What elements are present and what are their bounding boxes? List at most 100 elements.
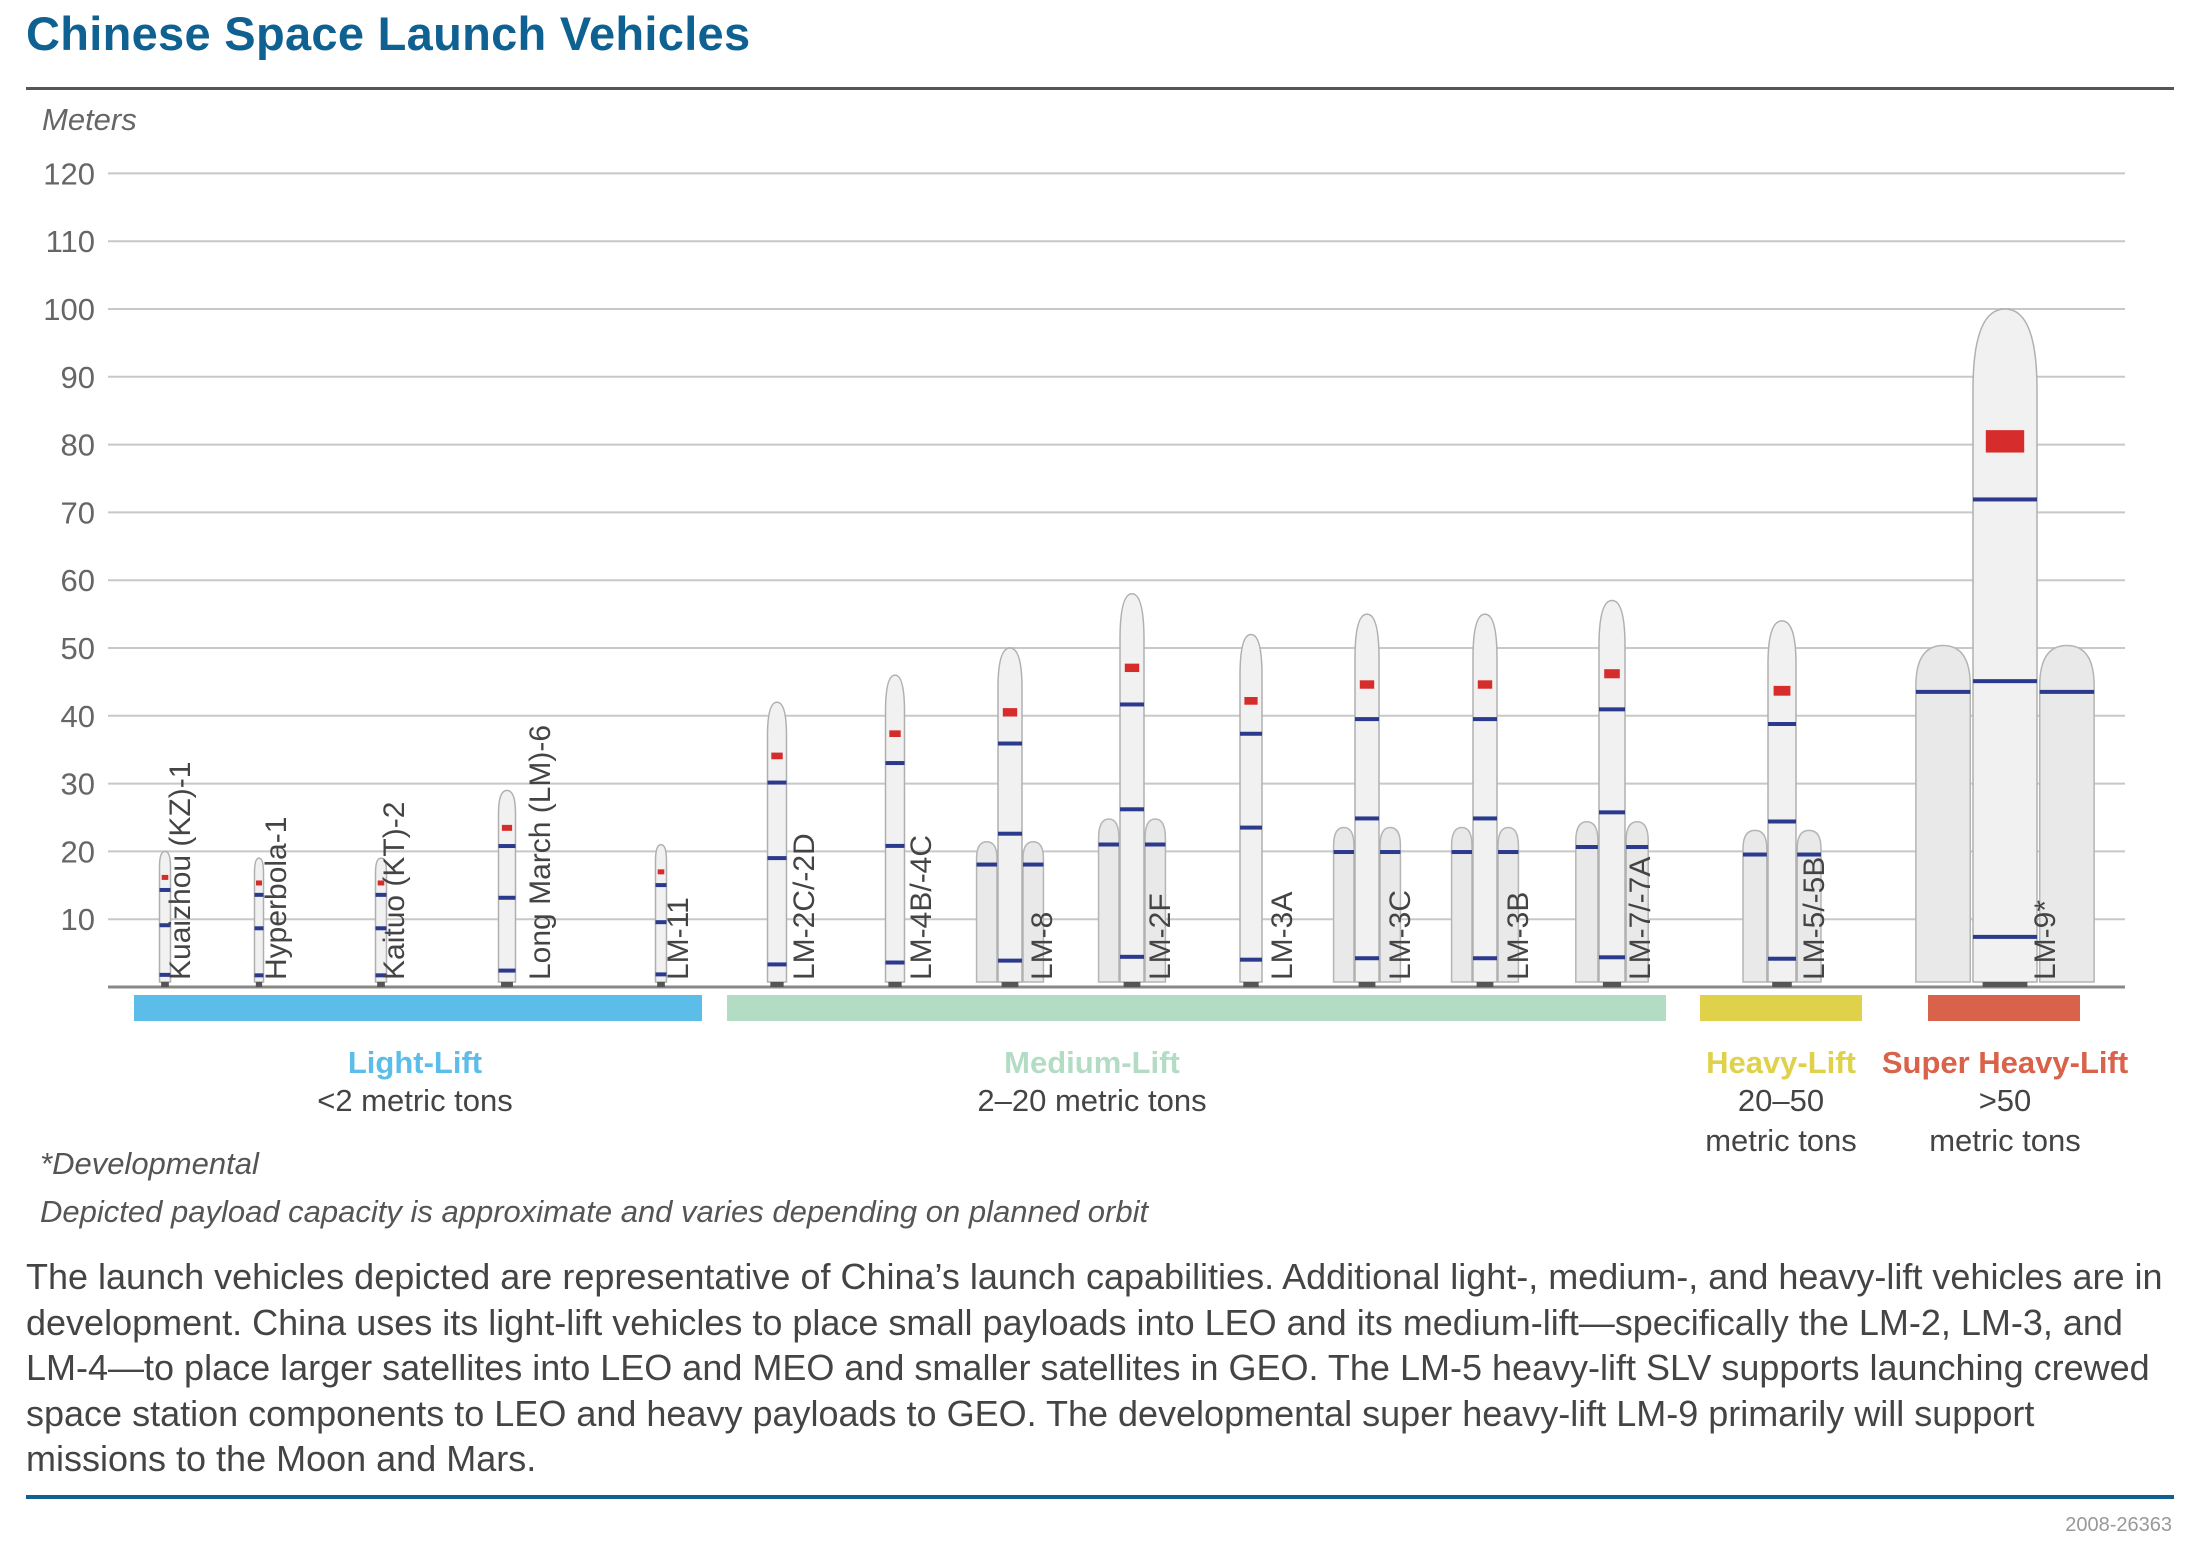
rocket-stage-band bbox=[1473, 956, 1497, 961]
group-bar bbox=[134, 995, 702, 1021]
rocket-stage-band bbox=[655, 972, 667, 977]
rocket-flag bbox=[657, 869, 665, 875]
rocket-nozzle bbox=[161, 982, 169, 987]
rocket-booster bbox=[1379, 826, 1402, 983]
rocket-bar bbox=[253, 857, 265, 983]
y-axis-label: Meters bbox=[42, 102, 137, 137]
rocket-nozzle bbox=[657, 982, 665, 987]
rocket-stage-band bbox=[1768, 819, 1796, 824]
rocket-stage-band bbox=[1599, 810, 1625, 815]
rocket-stage-band bbox=[1240, 825, 1262, 830]
booster-band bbox=[1498, 850, 1519, 855]
page-title: Chinese Space Launch Vehicles bbox=[26, 7, 751, 60]
rocket-stage-band bbox=[1355, 816, 1379, 821]
y-tick-label: 40 bbox=[61, 699, 95, 734]
rocket-flag bbox=[1244, 697, 1258, 705]
rocket-bar bbox=[766, 701, 788, 983]
y-tick-label: 10 bbox=[61, 902, 95, 937]
rocket-booster bbox=[1742, 829, 1768, 983]
booster-band bbox=[1380, 850, 1401, 855]
vehicle-label: LM-5/-5B bbox=[1798, 857, 1831, 980]
rocket-stage-band bbox=[254, 973, 264, 978]
footnote-payload: Depicted payload capacity is approximate… bbox=[40, 1194, 1149, 1229]
rocket-booster bbox=[975, 840, 998, 983]
rocket-booster bbox=[1144, 818, 1167, 983]
rocket-nozzle bbox=[1001, 982, 1019, 987]
vehicle-label: LM-3A bbox=[1266, 892, 1299, 980]
rocket-nozzle bbox=[1358, 982, 1376, 987]
rocket-nozzle bbox=[770, 982, 784, 987]
rocket-stage-band bbox=[1599, 707, 1625, 712]
rocket-stage-band bbox=[1973, 679, 2037, 684]
rocket-bar bbox=[1239, 633, 1263, 983]
rocket-stage-band bbox=[498, 968, 516, 973]
vehicle-label: LM-3B bbox=[1502, 892, 1535, 980]
rocket-flag bbox=[1477, 680, 1493, 689]
rocket-bar bbox=[1972, 308, 2038, 983]
rocket-stage-band bbox=[159, 972, 171, 977]
group-capacity: metric tons bbox=[1705, 1123, 1857, 1158]
group-label: Medium-Lift bbox=[1004, 1045, 1180, 1080]
rocket-nozzle bbox=[1123, 982, 1141, 987]
vehicle-label: LM-2C/-2D bbox=[788, 833, 821, 980]
group-label: Heavy-Lift bbox=[1706, 1045, 1856, 1080]
rocket-nozzle bbox=[1243, 982, 1259, 987]
rocket-booster bbox=[1625, 821, 1649, 983]
rocket-flag bbox=[1359, 680, 1375, 689]
rocket-stage-band bbox=[1240, 731, 1262, 736]
rocket-flag bbox=[377, 880, 385, 886]
booster-band bbox=[1797, 852, 1821, 857]
rocket-stage-band bbox=[375, 973, 387, 978]
rocket-stage-band bbox=[767, 780, 787, 785]
rocket-stage-band bbox=[1120, 954, 1144, 959]
rocket-flag bbox=[161, 874, 169, 880]
group-label: Light-Lift bbox=[348, 1045, 482, 1080]
rocket-booster bbox=[1097, 818, 1120, 983]
group-capacity: <2 metric tons bbox=[317, 1083, 513, 1118]
rocket-stage-band bbox=[767, 962, 787, 967]
booster-band bbox=[1098, 842, 1119, 847]
rocket-stage-band bbox=[1355, 717, 1379, 722]
group-capacity: >50 bbox=[1979, 1083, 2032, 1118]
rocket-booster bbox=[2038, 644, 2095, 983]
rocket-flag bbox=[1002, 708, 1018, 717]
rocket-stage-band bbox=[1473, 717, 1497, 722]
y-tick-label: 120 bbox=[43, 156, 95, 191]
rocket-bar bbox=[374, 857, 388, 983]
rocket-stage-band bbox=[1768, 956, 1796, 961]
booster-band bbox=[1145, 842, 1166, 847]
rocket-booster bbox=[1497, 826, 1520, 983]
vehicle-label: LM-8 bbox=[1026, 912, 1059, 980]
rocket-bar bbox=[1472, 613, 1498, 983]
launch-vehicle-chart: Meters 10 20 30 40 50 60 70 80 90 100 110 120 Kuaizho… bbox=[42, 102, 2128, 1158]
y-tick-label: 90 bbox=[61, 360, 95, 395]
rocket-nozzle bbox=[1476, 982, 1494, 987]
vehicle-label: LM-9* bbox=[2029, 900, 2062, 980]
group-capacity: 20–50 bbox=[1738, 1083, 1824, 1118]
rocket-booster bbox=[1796, 829, 1822, 983]
vehicle-label: LM-7/-7A bbox=[1624, 857, 1657, 980]
rocket-bar bbox=[1119, 593, 1145, 983]
rocket-flag bbox=[1604, 669, 1620, 679]
group-label: Super Heavy-Lift bbox=[1882, 1045, 2128, 1080]
rocket-stage-band bbox=[998, 958, 1022, 963]
rocket-flag bbox=[1985, 430, 2025, 453]
rocket-stage-band bbox=[998, 741, 1022, 746]
booster-band bbox=[1575, 845, 1598, 850]
figure-id: 2008-26363 bbox=[2065, 1514, 2172, 1536]
booster-band bbox=[1626, 845, 1649, 850]
vehicle-label: LM-4B/-4C bbox=[905, 835, 938, 980]
rocket-stage-band bbox=[885, 761, 905, 766]
booster-band bbox=[1743, 852, 1767, 857]
rocket-flag bbox=[889, 730, 901, 738]
rocket-nozzle bbox=[1772, 982, 1792, 987]
rocket-stage-band bbox=[1599, 955, 1625, 960]
rocket-stage-band bbox=[1473, 816, 1497, 821]
rocket-stage-band bbox=[885, 960, 905, 965]
description-paragraph: The launch vehicles depicted are represe… bbox=[26, 1256, 2163, 1479]
vehicle-label: Kaituo (KT)-2 bbox=[378, 802, 411, 980]
rocket-stage-band bbox=[375, 926, 387, 931]
rocket-stage-band bbox=[498, 895, 516, 900]
rocket-stage-band bbox=[254, 892, 264, 897]
rocket-bar bbox=[1767, 620, 1797, 983]
